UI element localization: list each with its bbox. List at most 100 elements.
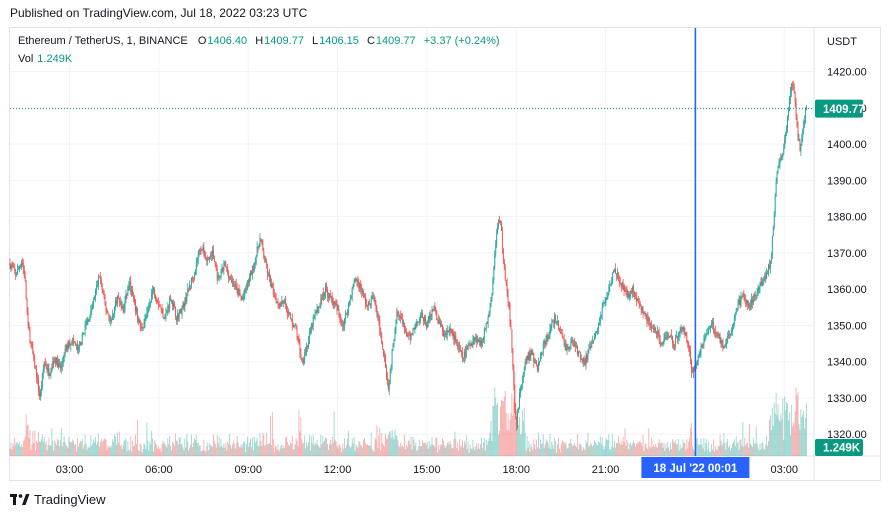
volume-bar: [572, 446, 574, 456]
candle-body: [796, 117, 798, 127]
candle-body: [683, 327, 685, 333]
candle-body: [200, 249, 202, 251]
volume-bar: [637, 442, 639, 456]
volume-bar: [110, 447, 112, 456]
volume-bar: [221, 445, 223, 456]
volume-bar: [647, 449, 649, 456]
candle-body: [108, 313, 110, 317]
volume-bar: [611, 446, 613, 456]
candle-body: [315, 312, 317, 313]
candle-body: [735, 309, 737, 315]
candle-body: [98, 276, 100, 278]
candle-body: [123, 307, 125, 312]
volume-bar: [654, 443, 656, 456]
candle-body: [647, 317, 649, 322]
volume-bar: [407, 440, 409, 456]
candle-body: [157, 302, 159, 305]
volume-bar: [129, 450, 131, 456]
candle-body: [193, 277, 194, 279]
candle-body: [224, 262, 226, 264]
candle-body: [700, 346, 702, 354]
candle-body: [209, 256, 211, 258]
candle-body: [504, 267, 506, 281]
volume-bar: [305, 448, 307, 456]
candle-body: [97, 276, 99, 286]
volume-bar: [366, 444, 367, 456]
volume-bar: [662, 447, 664, 456]
volume-label[interactable]: Vol: [18, 53, 34, 65]
candle-body: [543, 340, 545, 345]
volume-bar: [410, 436, 412, 456]
candle-body: [654, 328, 655, 331]
candle-body: [77, 347, 79, 350]
symbol-label[interactable]: Ethereum / TetherUS, 1, BINANCE: [18, 35, 188, 47]
candle-body: [642, 306, 644, 314]
tradingview-logo[interactable]: TradingView: [10, 492, 106, 507]
candle-body: [449, 328, 451, 332]
candle-body: [671, 335, 673, 337]
candle-body: [391, 349, 393, 365]
volume-bar: [670, 442, 672, 456]
volume-bar: [794, 411, 796, 456]
candle-body: [559, 331, 561, 333]
candle-body: [62, 360, 64, 363]
candle-body: [31, 342, 33, 347]
volume-bar: [148, 450, 150, 456]
candle-body: [283, 302, 285, 304]
candle-body: [376, 310, 378, 316]
candle-body: [407, 334, 409, 335]
candle-body: [634, 291, 635, 297]
volume-bar: [349, 447, 351, 456]
candle-body: [667, 335, 669, 337]
volume-bar: [616, 443, 618, 456]
y-tick-label: 1320.00: [827, 429, 867, 441]
candle-body: [586, 355, 588, 360]
candle-body: [493, 266, 495, 281]
candle-body: [320, 298, 322, 307]
volume-bar: [130, 436, 132, 456]
volume-bar: [770, 430, 772, 456]
candle-body: [748, 304, 750, 306]
volume-bar: [790, 405, 792, 456]
candle-body: [207, 257, 209, 261]
candle-body: [382, 341, 384, 350]
candle-body: [774, 196, 776, 214]
candle-body: [154, 296, 156, 300]
volume-bar: [792, 422, 794, 456]
volume-bar: [773, 402, 775, 456]
volume-bar: [587, 433, 589, 456]
volume-bar: [208, 450, 210, 456]
volume-bar: [428, 441, 430, 456]
candle-body: [615, 273, 617, 276]
candle-body: [558, 327, 560, 332]
candle-body: [531, 350, 533, 355]
volume-bar: [720, 440, 722, 456]
volume-bar: [324, 440, 326, 456]
volume-bar: [622, 436, 624, 456]
volume-bar: [185, 447, 187, 456]
candle-body: [302, 360, 304, 363]
candle-body: [673, 345, 675, 347]
volume-bar: [636, 443, 638, 456]
candle-body: [636, 298, 638, 302]
candle-body: [332, 300, 334, 307]
candle-body: [35, 368, 37, 370]
chart-frame[interactable]: [9, 27, 881, 481]
candle-body: [403, 323, 404, 324]
candle-body: [361, 289, 363, 293]
change-value: +3.37 (+0.24%): [423, 35, 500, 47]
candle-body: [299, 344, 301, 354]
volume-bar: [393, 439, 395, 456]
candle-body: [116, 301, 117, 304]
candle-body: [296, 329, 298, 338]
volume-bar: [120, 444, 122, 456]
volume-bar: [319, 447, 321, 456]
candle-body: [459, 345, 461, 350]
candle-body: [102, 290, 104, 294]
candle-body: [90, 310, 92, 319]
candle-body: [322, 293, 324, 300]
candle-body: [411, 334, 413, 335]
volume-bar: [179, 437, 181, 456]
candle-body: [346, 314, 347, 315]
